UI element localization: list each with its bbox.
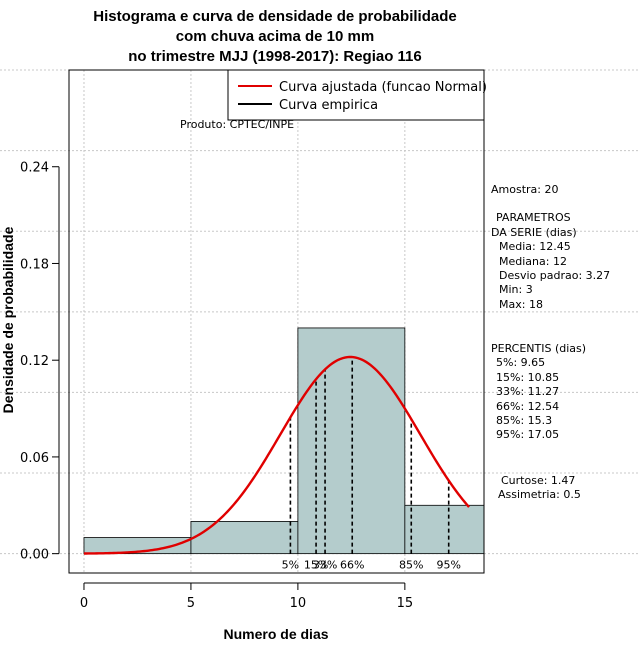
assimetria: Assimetria: 0.5 [498, 488, 581, 501]
perc-33: 33%: 11.27 [496, 385, 559, 398]
legend: Curva ajustada (funcao Normal) Curva emp… [227, 69, 487, 121]
perc-85: 85%: 15.3 [496, 414, 552, 427]
perc-5: 5%: 9.65 [496, 356, 545, 369]
x-tick-label-3: 15 [397, 596, 414, 611]
y-axis: 0.00 0.06 0.12 0.18 0.24 [20, 161, 60, 563]
percentile-lines: 5% 15%33% 66% 85% 95% [282, 357, 461, 572]
title-line-1: Histograma e curva de densidade de proba… [93, 8, 456, 25]
param-min: Min: 3 [499, 283, 533, 296]
y-axis-title: Densidade de probabilidade [0, 226, 16, 413]
x-tick-label-0: 0 [80, 596, 88, 611]
fitted-normal-curve [83, 355, 470, 555]
y-tick-label-3: 0.18 [20, 257, 49, 272]
percentile-label-3: 66% [340, 559, 364, 572]
percentile-label-4: 85% [399, 559, 423, 572]
percentile-label-0: 5% [282, 559, 299, 572]
legend-label-empirical: Curva empirica [279, 98, 378, 113]
plot-frame [68, 69, 485, 574]
y-tick-label-0: 0.00 [20, 548, 49, 563]
param-max: Max: 18 [499, 298, 543, 311]
chart-title: Histograma e curva de densidade de proba… [93, 8, 456, 65]
histogram-bar-3 [404, 504, 485, 555]
percentile-label-1: 15% [304, 559, 328, 572]
title-line-2: com chuva acima de 10 mm [176, 28, 374, 45]
params-title-2: DA SERIE (dias) [491, 226, 577, 239]
param-sd: Desvio padrao: 3.27 [499, 269, 610, 282]
y-tick-label-2: 0.12 [20, 354, 49, 369]
x-axis-title: Numero de dias [223, 626, 328, 642]
y-tick-label-1: 0.06 [20, 451, 49, 466]
stats-panel: Amostra: 20 PARAMETROS DA SERIE (dias) M… [491, 183, 610, 501]
params-title-1: PARAMETROS [496, 211, 571, 224]
histogram-bar-1 [190, 521, 299, 555]
histogram-bar-2 [297, 327, 406, 555]
x-tick-label-1: 5 [187, 596, 195, 611]
perc-15: 15%: 10.85 [496, 371, 559, 384]
x-tick-label-2: 10 [290, 596, 307, 611]
percentile-label-5: 95% [436, 559, 460, 572]
curtose: Curtose: 1.47 [501, 474, 575, 487]
param-median: Mediana: 12 [499, 255, 567, 268]
perc-95: 95%: 17.05 [496, 428, 559, 441]
param-mean: Media: 12.45 [499, 240, 571, 253]
legend-box [227, 69, 485, 121]
perc-66: 66%: 12.54 [496, 400, 559, 413]
perc-title: PERCENTIS (dias) [491, 342, 586, 355]
density-curves [83, 355, 470, 555]
legend-label-fitted: Curva ajustada (funcao Normal) [279, 80, 487, 95]
sample-size: Amostra: 20 [491, 183, 558, 196]
x-axis: 0 5 10 15 [80, 582, 414, 611]
y-tick-label-4: 0.24 [20, 161, 49, 176]
percentile-label-2: 33% [313, 559, 337, 572]
title-line-3: no trimestre MJJ (1998-2017): Regiao 116 [128, 48, 421, 65]
product-annotation: Produto: CPTEC/INPE [180, 118, 294, 131]
